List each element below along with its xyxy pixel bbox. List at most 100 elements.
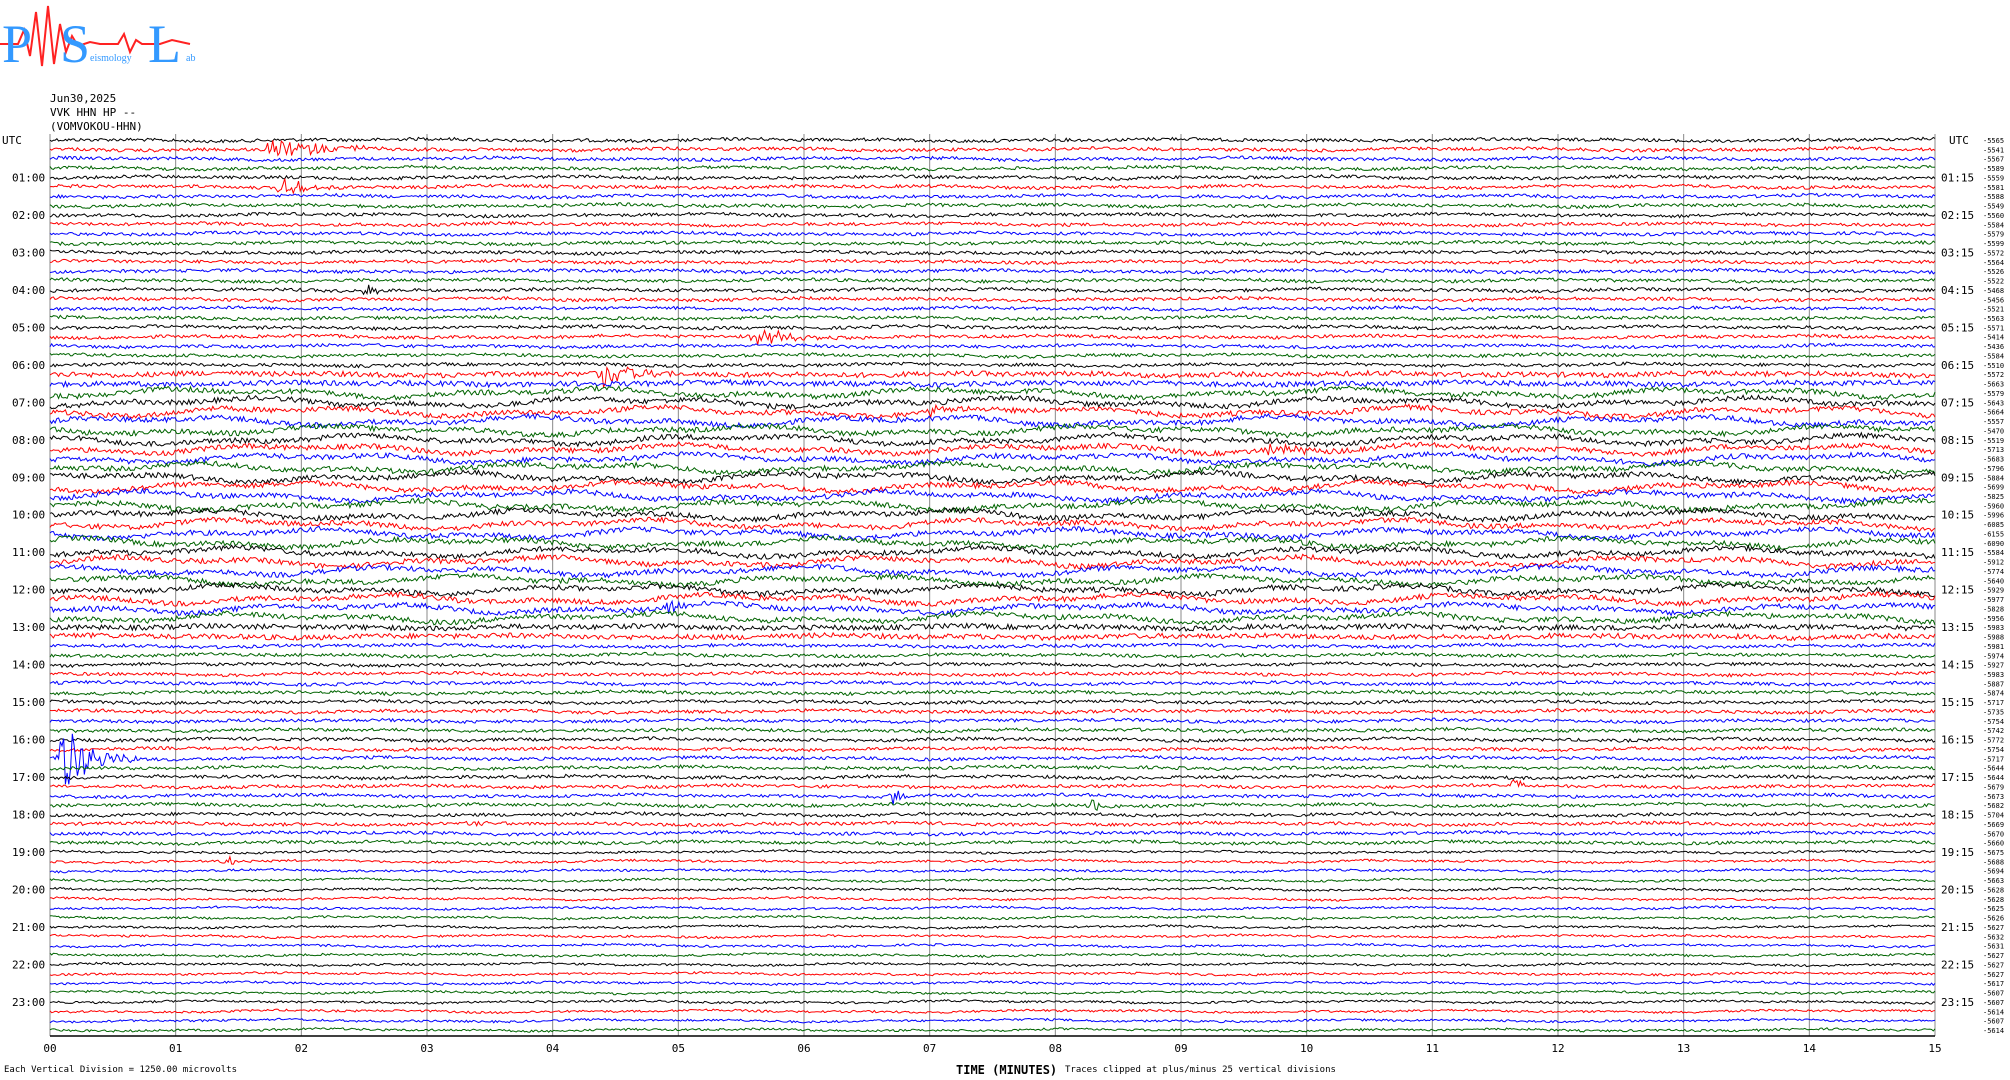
trace-line [49,342,1936,350]
trace-line [50,323,1936,332]
trace-line [49,622,1936,632]
header-date: Jun30,2025 [50,92,117,105]
trace-line [49,277,1936,285]
x-tick-label: 10 [1300,1042,1313,1055]
trace-value-label: -5663 [1983,877,2004,885]
left-hour-label: 09:00 [12,471,45,484]
trace-value-label: -5996 [1983,512,2004,520]
trace-line [49,403,1936,421]
trace-value-label: -5664 [1983,409,2004,417]
trace-line [49,366,1936,389]
trace-line [49,867,1936,874]
trace-value-label: -5683 [1983,456,2004,464]
time-grid [49,134,1936,1037]
trace-value-label: -5956 [1983,615,2004,623]
trace-line [49,989,1936,996]
right-hour-label: 03:15 [1941,246,1974,259]
trace-line [49,952,1936,959]
trace-value-label: -6155 [1983,530,2004,538]
trace-line [49,933,1936,940]
trace-line [49,689,1936,697]
left-hour-label: 02:00 [12,209,45,222]
logo-fragment-eismology: eismology [90,53,132,64]
trace-line [49,660,1936,669]
trace-value-label: -5589 [1983,165,2004,173]
trace-value-label: -5960 [1983,502,2004,510]
left-hour-label: 23:00 [12,996,45,1009]
trace-value-label: -5436 [1983,343,2004,351]
right-hour-label: 09:15 [1941,471,1974,484]
trace-line [49,914,1936,921]
x-tick-label: 08 [1049,1042,1062,1055]
trace-line [49,211,1936,219]
trace-value-label: -5564 [1983,259,2004,267]
trace-line [49,698,1936,706]
trace-value-label: -5874 [1983,690,2004,698]
header-channel: (VOMVOKOU-HHN) [50,120,143,133]
trace-value-label: -5754 [1983,718,2004,726]
trace-line [49,506,1936,524]
left-hour-label: 16:00 [12,734,45,747]
left-hour-label: 21:00 [12,921,45,934]
logo-letter-s: S [60,14,90,72]
clip-note: Traces clipped at plus/minus 25 vertical… [1065,1065,1336,1075]
trace-line [49,642,1936,650]
trace-value-label: -5625 [1983,905,2004,913]
trace-line [49,164,1936,172]
trace-line [49,441,1936,458]
trace-value-label: -5673 [1983,793,2004,801]
trace-line [49,726,1936,734]
scale-note: Each Vertical Division = 1250.00 microvo… [4,1065,237,1075]
trace-value-label: -6090 [1983,540,2004,548]
trace-value-label: -5579 [1983,231,2004,239]
left-hour-label: 22:00 [12,958,45,971]
x-tick-label: 15 [1928,1042,1941,1055]
trace-line [49,799,1936,812]
trace-value-label: -5468 [1983,287,2004,295]
trace-line [49,412,1936,429]
left-hour-label: 20:00 [12,883,45,896]
right-hour-label: 21:15 [1941,921,1974,934]
right-hour-label: 22:15 [1941,958,1974,971]
trace-line [49,239,1936,247]
trace-value-label: -5772 [1983,737,2004,745]
trace-line [50,599,1936,617]
right-hour-label: 20:15 [1941,883,1974,896]
right-hour-label: 08:15 [1941,434,1974,447]
psl-logo: P S eismology L ab [0,5,195,72]
x-tick-label: 14 [1803,1042,1817,1055]
left-hour-label: 11:00 [12,546,45,559]
trace-line [49,314,1936,322]
trace-line [49,736,1936,744]
trace-value-label: -5627 [1983,924,2004,932]
trace-line [49,478,1936,495]
trace-line [49,999,1936,1005]
trace-line [49,581,1936,598]
trace-value-label: -5688 [1983,858,2004,866]
trace-line [49,717,1936,725]
trace-line [49,849,1936,855]
trace-line [49,1017,1936,1024]
right-utc-title: UTC [1949,134,1969,147]
trace-line [49,155,1936,163]
trace-line [49,670,1936,678]
trace-value-label: -5563 [1983,315,2004,323]
trace-value-label: -5628 [1983,886,2004,894]
trace-value-label: -5640 [1983,577,2004,585]
trace-value-label: -5560 [1983,212,2004,220]
trace-line [49,733,1936,785]
left-hour-label: 19:00 [12,846,45,859]
trace-value-label: -5549 [1983,203,2004,211]
left-hour-label: 14:00 [12,659,45,672]
trace-value-label: -5607 [1983,1018,2004,1026]
trace-line [49,173,1936,182]
trace-line [49,745,1936,753]
x-tick-label: 02 [295,1042,308,1055]
right-hour-label: 12:15 [1941,584,1974,597]
trace-line [49,422,1936,439]
trace-value-label: -5614 [1983,1008,2004,1016]
trace-line [49,679,1936,687]
right-hour-label: 02:15 [1941,209,1974,222]
trace-line [49,773,1936,781]
trace-value-label: -5584 [1983,549,2004,557]
